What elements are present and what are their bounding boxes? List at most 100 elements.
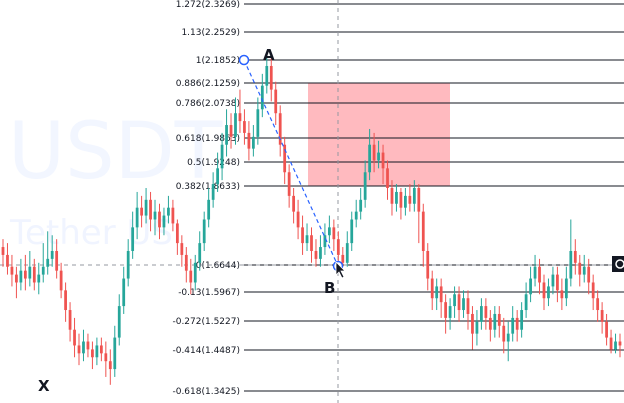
candle-body bbox=[453, 294, 456, 307]
candle-body bbox=[287, 172, 291, 196]
candle-body bbox=[28, 266, 32, 279]
candle-body bbox=[104, 353, 108, 362]
candle bbox=[95, 337, 99, 366]
candle-body bbox=[466, 298, 470, 314]
candle-body bbox=[211, 184, 215, 200]
candle bbox=[332, 219, 336, 251]
candle bbox=[55, 239, 59, 279]
candle-body bbox=[243, 121, 246, 133]
candle-body bbox=[189, 270, 193, 283]
candle bbox=[533, 254, 537, 287]
candle-body bbox=[274, 89, 278, 114]
candle bbox=[618, 333, 622, 358]
target-zone[interactable] bbox=[308, 83, 450, 186]
candle-body bbox=[399, 191, 403, 208]
candle bbox=[345, 231, 349, 267]
fib-level-label: -0.272(1.5227) bbox=[172, 317, 240, 327]
candle bbox=[171, 199, 175, 232]
candle bbox=[341, 247, 345, 267]
candle-body bbox=[15, 274, 18, 283]
candle bbox=[68, 302, 72, 342]
candle bbox=[314, 239, 318, 267]
candle-body bbox=[117, 306, 121, 338]
candle bbox=[64, 282, 67, 322]
candle-body bbox=[515, 317, 519, 330]
candle-body bbox=[569, 250, 573, 279]
candle bbox=[462, 290, 465, 318]
candle-body bbox=[497, 313, 501, 326]
candle-body bbox=[372, 144, 376, 161]
candle-body bbox=[23, 270, 27, 279]
candle-body bbox=[417, 188, 421, 212]
candle bbox=[564, 266, 568, 307]
candle bbox=[211, 172, 215, 208]
candle bbox=[15, 266, 18, 299]
fib-settings-icon[interactable] bbox=[612, 256, 624, 272]
candle bbox=[582, 254, 586, 283]
candle-body bbox=[247, 132, 251, 149]
candle-body bbox=[547, 286, 550, 299]
candle bbox=[296, 199, 300, 240]
candle-body bbox=[354, 211, 358, 220]
point-label-x: X bbox=[38, 377, 50, 395]
candle-body bbox=[41, 266, 45, 275]
candle bbox=[488, 310, 492, 342]
candle-body bbox=[556, 274, 559, 291]
watermark: USDT Tether US bbox=[8, 107, 223, 253]
candle bbox=[506, 321, 510, 362]
candle-body bbox=[167, 207, 170, 216]
candle-body bbox=[296, 211, 300, 228]
fib-level-label: -0.414(1.4487) bbox=[172, 346, 240, 356]
candle-body bbox=[332, 227, 336, 240]
candle-body bbox=[359, 199, 363, 212]
candle-body bbox=[591, 282, 595, 299]
candle bbox=[417, 184, 421, 244]
candle-body bbox=[524, 294, 528, 311]
trend-line-ab[interactable] bbox=[243, 59, 339, 267]
candle bbox=[430, 270, 434, 311]
candle bbox=[265, 54, 269, 94]
candle bbox=[104, 341, 108, 377]
candle-body bbox=[484, 306, 488, 318]
candle bbox=[135, 191, 139, 240]
candle-body bbox=[140, 207, 143, 216]
candle bbox=[274, 81, 278, 126]
fib-level-label: 1(2.1852) bbox=[196, 56, 240, 66]
candle-body bbox=[582, 266, 586, 275]
candle-body bbox=[421, 211, 425, 251]
candle-body bbox=[269, 65, 273, 90]
candle bbox=[386, 160, 389, 200]
candle bbox=[108, 349, 112, 385]
candle-body bbox=[327, 227, 331, 236]
candle bbox=[377, 140, 380, 169]
candle-body bbox=[86, 341, 90, 350]
candle-body bbox=[153, 211, 157, 220]
candle bbox=[202, 211, 206, 251]
candle-body bbox=[180, 243, 184, 255]
candle-body bbox=[564, 278, 568, 299]
point-a-handle[interactable] bbox=[238, 54, 250, 66]
candle-body bbox=[439, 286, 443, 303]
candle bbox=[475, 310, 479, 346]
candle-body bbox=[336, 239, 340, 255]
candle-body bbox=[323, 235, 327, 248]
candle bbox=[1, 239, 5, 267]
candle bbox=[167, 195, 170, 224]
fib-level-label: 1.13(2.2529) bbox=[181, 28, 240, 38]
candle-body bbox=[471, 313, 474, 334]
candle bbox=[471, 306, 474, 350]
candle-body bbox=[99, 345, 103, 354]
candle-body bbox=[162, 215, 166, 228]
candle bbox=[153, 199, 157, 236]
candle-body bbox=[448, 306, 452, 318]
candle bbox=[292, 188, 296, 224]
candle-body bbox=[144, 199, 148, 216]
candle-body bbox=[126, 250, 130, 279]
candle-body bbox=[319, 247, 322, 259]
candle-body bbox=[502, 325, 506, 342]
fib-level-label: 1.272(2.3269) bbox=[176, 0, 240, 10]
candle bbox=[444, 294, 448, 334]
